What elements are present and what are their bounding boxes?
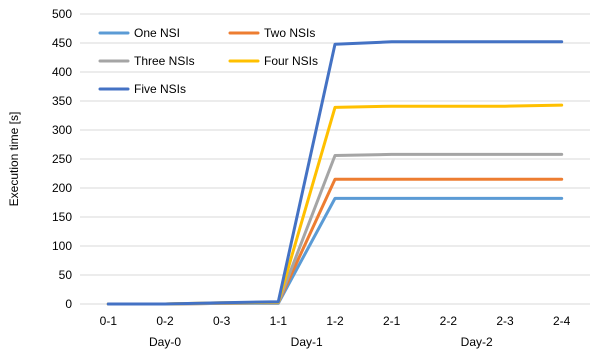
legend: One NSI Two NSIs Three NSIs Four NSIs Five N…	[98, 26, 318, 96]
legend-label: Four NSIs	[264, 54, 318, 68]
legend-label: Five NSIs	[134, 82, 186, 96]
y-tick-label: 100	[52, 239, 72, 253]
legend-label: One NSI	[134, 26, 180, 40]
x-tick-label: 0-3	[213, 314, 231, 328]
y-tick-label: 300	[52, 123, 72, 137]
x-axis-group-labels: Day-0 Day-1 Day-2	[149, 335, 493, 349]
x-tick-label: 2-2	[440, 314, 458, 328]
y-tick-label: 450	[52, 36, 72, 50]
y-tick-label: 500	[52, 7, 72, 21]
legend-label: Three NSIs	[134, 54, 195, 68]
series-line-4	[106, 103, 564, 306]
legend-label: Two NSIs	[264, 26, 315, 40]
y-axis-title: Execution time [s]	[7, 112, 21, 207]
y-axis-tick-labels: 0 50 100 150 200 250 300 350 400 450 500	[52, 7, 72, 311]
x-group-label: Day-0	[149, 335, 181, 349]
x-tick-label: 2-3	[496, 314, 514, 328]
x-group-label: Day-1	[291, 335, 323, 349]
x-tick-label: 0-2	[156, 314, 174, 328]
x-tick-label: 1-2	[326, 314, 344, 328]
series-line-3	[106, 152, 564, 306]
series-lines	[106, 40, 564, 306]
y-tick-label: 0	[65, 297, 72, 311]
series-line-5	[106, 40, 564, 306]
x-tick-label: 0-1	[100, 314, 118, 328]
y-tick-label: 400	[52, 65, 72, 79]
x-group-label: Day-2	[461, 335, 493, 349]
y-tick-label: 150	[52, 210, 72, 224]
x-tick-label: 1-1	[270, 314, 288, 328]
y-tick-label: 50	[59, 268, 73, 282]
x-tick-label: 2-4	[553, 314, 571, 328]
y-tick-label: 250	[52, 152, 72, 166]
x-tick-label: 2-1	[383, 314, 401, 328]
y-tick-label: 200	[52, 181, 72, 195]
x-axis-tick-labels: 0-1 0-2 0-3 1-1 1-2 2-1 2-2 2-3 2-4	[100, 314, 571, 328]
series-line-1	[106, 196, 564, 306]
y-tick-label: 350	[52, 94, 72, 108]
